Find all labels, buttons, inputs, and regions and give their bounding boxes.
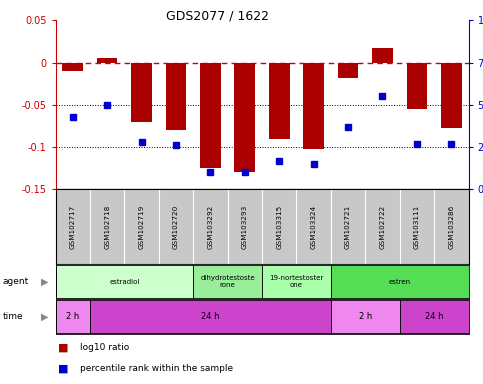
Text: time: time xyxy=(2,312,23,321)
Bar xyxy=(131,63,152,122)
Text: GSM103286: GSM103286 xyxy=(448,205,455,249)
Text: estren: estren xyxy=(389,279,411,285)
Text: GSM102719: GSM102719 xyxy=(139,205,144,249)
Text: GSM102722: GSM102722 xyxy=(380,205,385,249)
Text: GDS2077 / 1622: GDS2077 / 1622 xyxy=(166,10,269,23)
Bar xyxy=(200,63,221,168)
Text: percentile rank within the sample: percentile rank within the sample xyxy=(80,364,233,373)
Bar xyxy=(303,63,324,149)
Text: 24 h: 24 h xyxy=(201,312,220,321)
Bar xyxy=(193,265,262,298)
Text: agent: agent xyxy=(2,277,28,286)
Bar xyxy=(166,63,186,130)
Bar xyxy=(331,265,469,298)
Text: GSM103111: GSM103111 xyxy=(414,205,420,249)
Bar xyxy=(441,63,462,129)
Text: GSM103292: GSM103292 xyxy=(207,205,213,249)
Bar xyxy=(269,63,289,139)
Bar xyxy=(97,58,117,63)
Text: GSM103293: GSM103293 xyxy=(242,205,248,249)
Text: GSM103324: GSM103324 xyxy=(311,205,317,249)
Bar xyxy=(56,300,90,333)
Bar xyxy=(90,300,331,333)
Bar xyxy=(62,63,83,71)
Bar xyxy=(372,48,393,63)
Text: ■: ■ xyxy=(58,364,69,374)
Bar xyxy=(338,63,358,78)
Text: GSM102718: GSM102718 xyxy=(104,205,110,249)
Bar xyxy=(331,300,399,333)
Text: 19-nortestoster
one: 19-nortestoster one xyxy=(270,275,324,288)
Text: ■: ■ xyxy=(58,343,69,353)
Bar xyxy=(56,265,193,298)
Bar xyxy=(235,63,255,172)
Text: ▶: ▶ xyxy=(41,276,48,287)
Text: log10 ratio: log10 ratio xyxy=(80,343,129,352)
Bar xyxy=(262,265,331,298)
Text: GSM102721: GSM102721 xyxy=(345,205,351,249)
Text: estradiol: estradiol xyxy=(109,279,140,285)
Bar xyxy=(407,63,427,109)
Text: GSM103315: GSM103315 xyxy=(276,205,282,249)
Text: GSM102717: GSM102717 xyxy=(70,205,76,249)
Text: GSM102720: GSM102720 xyxy=(173,205,179,249)
Bar xyxy=(399,300,469,333)
Text: 24 h: 24 h xyxy=(425,312,443,321)
Text: dihydrotestoste
rone: dihydrotestoste rone xyxy=(200,275,255,288)
Text: ▶: ▶ xyxy=(41,311,48,322)
Text: 2 h: 2 h xyxy=(66,312,79,321)
Text: 2 h: 2 h xyxy=(359,312,372,321)
